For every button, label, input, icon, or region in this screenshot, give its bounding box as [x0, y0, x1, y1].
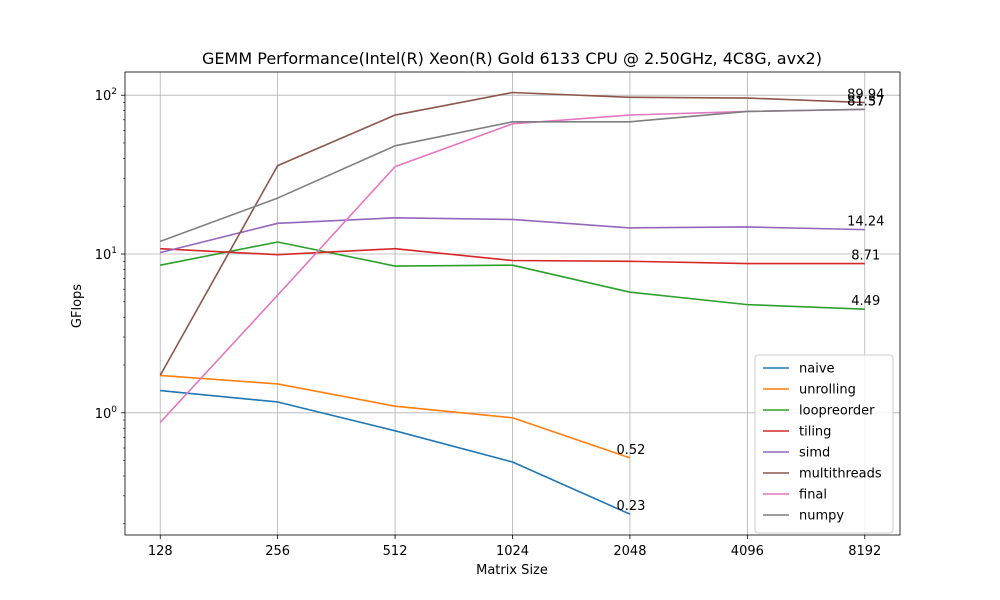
- legend-label-numpy: numpy: [799, 509, 844, 524]
- plot-area: 128 256 512 1024 2048 4096 8192 100 101 102 0.23 0.…: [95, 71, 901, 559]
- x-tick-label: 4096: [731, 544, 764, 559]
- data-label-final: 81.37: [847, 94, 884, 109]
- legend-label-tiling: tiling: [799, 425, 831, 440]
- x-tick-label: 2048: [613, 544, 646, 559]
- data-label-unrolling: 0.52: [616, 443, 645, 458]
- data-label-simd: 14.24: [847, 215, 884, 230]
- legend-label-simd: simd: [799, 446, 830, 461]
- series-line-tiling: [160, 247, 865, 265]
- plot-frame: [124, 71, 901, 536]
- series-line-naive: [160, 389, 631, 515]
- series-line-numpy: [159, 108, 865, 243]
- y-tick-label: 101: [95, 246, 117, 263]
- chart-title: GEMM Performance(Intel(R) Xeon(R) Gold 6…: [202, 49, 822, 68]
- y-tick-label: 100: [95, 405, 118, 422]
- series-line-simd: [160, 217, 865, 254]
- x-tick-label: 128: [148, 544, 173, 559]
- series-line-multithreads: [159, 91, 865, 376]
- legend-label-loopreorder: loopreorder: [799, 404, 875, 419]
- legend-label-final: final: [799, 488, 827, 503]
- legend-box: [754, 354, 894, 534]
- data-label-naive: 0.23: [616, 499, 645, 514]
- data-label-tiling: 8.71: [851, 249, 880, 264]
- data-label-loopreorder: 4.49: [851, 294, 880, 309]
- x-axis-label: Matrix Size: [476, 563, 548, 578]
- series-line-unrolling: [160, 374, 631, 459]
- y-tick-label: 102: [95, 87, 117, 104]
- x-tick-label: 1024: [496, 544, 529, 559]
- data-label-numpy: 81.57: [847, 94, 884, 109]
- x-tick-label: 512: [383, 544, 408, 559]
- y-axis-label: GFlops: [70, 284, 85, 328]
- x-tick-label: 8192: [848, 544, 881, 559]
- series-line-loopreorder: [160, 241, 865, 311]
- legend: naive unrolling loopreorder tiling simd multi…: [754, 354, 894, 534]
- legend-label-naive: naive: [799, 362, 835, 377]
- legend-label-multithreads: multithreads: [799, 467, 882, 482]
- data-label-multithreads: 89.94: [847, 88, 884, 103]
- legend-label-unrolling: unrolling: [799, 383, 856, 398]
- x-tick-label: 256: [265, 544, 290, 559]
